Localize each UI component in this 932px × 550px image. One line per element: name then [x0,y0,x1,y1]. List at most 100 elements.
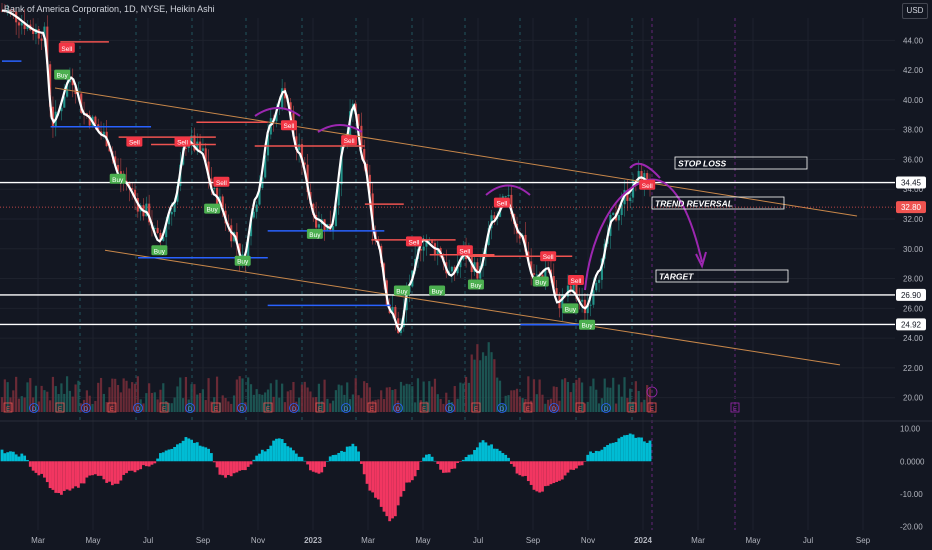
event-marker: D [237,403,247,413]
price-label-box [896,201,926,214]
candle-body [196,141,199,151]
candle-body [247,236,250,264]
candle-body [626,190,629,201]
volume-bar [85,390,88,412]
oscillator-bar [501,453,505,462]
oscillator-bar [31,461,35,471]
volume-bar [360,398,363,412]
volume-bar [566,381,570,412]
candle-body [167,214,171,225]
volume-bar [552,386,555,412]
volume-bar [414,402,417,412]
volume-bar [558,400,561,412]
oscillator-bar [51,461,55,490]
dividend-marker-circle [445,403,455,413]
event-marker: D [185,403,195,413]
channel-top-line [54,87,858,217]
volume-bar [380,390,383,412]
oscillator-bar [444,461,448,473]
candle-body [9,10,12,12]
oscillator-bar [408,461,411,483]
candle-body [17,22,21,26]
volume-bar [521,398,524,412]
volume-bar [425,401,428,412]
candle-body [116,164,120,172]
volume-bar [629,388,632,412]
event-marker: E [107,402,117,413]
oscillator-bar [337,452,341,462]
signal-text: Buy [154,248,166,255]
candle-body [303,162,306,165]
annotation-text: TARGET [659,272,694,282]
volume-bar [354,378,357,412]
top-arc [485,184,531,196]
oscillator-bar [368,461,372,491]
volume-bar [241,378,244,412]
oscillator-bar [48,461,52,489]
oscillator-bar [425,454,428,462]
candle-body [518,233,521,239]
candle-body [289,102,292,114]
signal-text: Sell [216,180,227,187]
volume-bar [167,403,171,412]
event-marker: D [133,403,143,413]
candle-body [337,184,340,206]
candle-body [12,10,15,12]
volume-bar [620,396,623,412]
volume-bar [298,397,301,412]
time-tick-label: Mar [31,536,45,545]
candle-body [507,194,510,197]
oscillator-bar [524,461,527,476]
volume-bar [377,399,380,412]
time-tick-label: May [85,536,100,545]
candle-body [201,148,205,151]
candle-body [365,163,369,175]
candle-body [102,131,105,136]
volume-bar [71,396,74,412]
event-marker-text: E [630,407,634,413]
time-tick-label: Sep [526,536,541,545]
drawing-lines[interactable]: STOP LOSS TREND REVERSAL TARGET [0,9,895,366]
oscillator-bar [416,461,420,471]
volume-bar [399,381,403,412]
oscillator-bar [142,461,145,466]
oscillator-bar [427,454,431,462]
dividend-marker-circle [601,403,611,413]
volume-bar [394,389,397,412]
split-marker-icon [646,386,658,398]
time-tick-label: 2024 [634,536,652,545]
event-marker: E [575,402,585,413]
oscillator-bar [379,461,383,507]
future-earnings-text: E [733,407,737,413]
oscillator-bar [226,461,230,476]
volume-bar [153,392,156,412]
candle-body [541,274,544,277]
oscillator-bar [357,451,360,462]
volume-bar [306,387,309,412]
candle-body [371,193,374,232]
oscillator-bar [37,461,41,476]
volume-bar [513,390,516,412]
signal-badge [579,319,596,330]
price-label-box [896,176,926,189]
candle-body [159,233,162,241]
oscillator-bar [642,441,646,462]
oscillator-bar [453,461,457,469]
time-tick-label: Nov [251,536,265,545]
candle-body [49,64,52,107]
candle-body [317,224,321,228]
oscillator-bar [433,460,437,462]
volume-bar [385,387,388,412]
oscillator-bar [569,461,573,470]
volume-bar [125,380,128,412]
volume-bar [165,401,168,412]
oscillator-bar [45,461,49,483]
oscillator-bar [492,448,496,462]
price-tick-label: 30.00 [903,245,924,254]
currency-button[interactable]: USD [902,3,928,19]
oscillator-bar [439,461,443,470]
oscillator-bar [195,442,199,462]
oscillator-bar [9,451,12,462]
